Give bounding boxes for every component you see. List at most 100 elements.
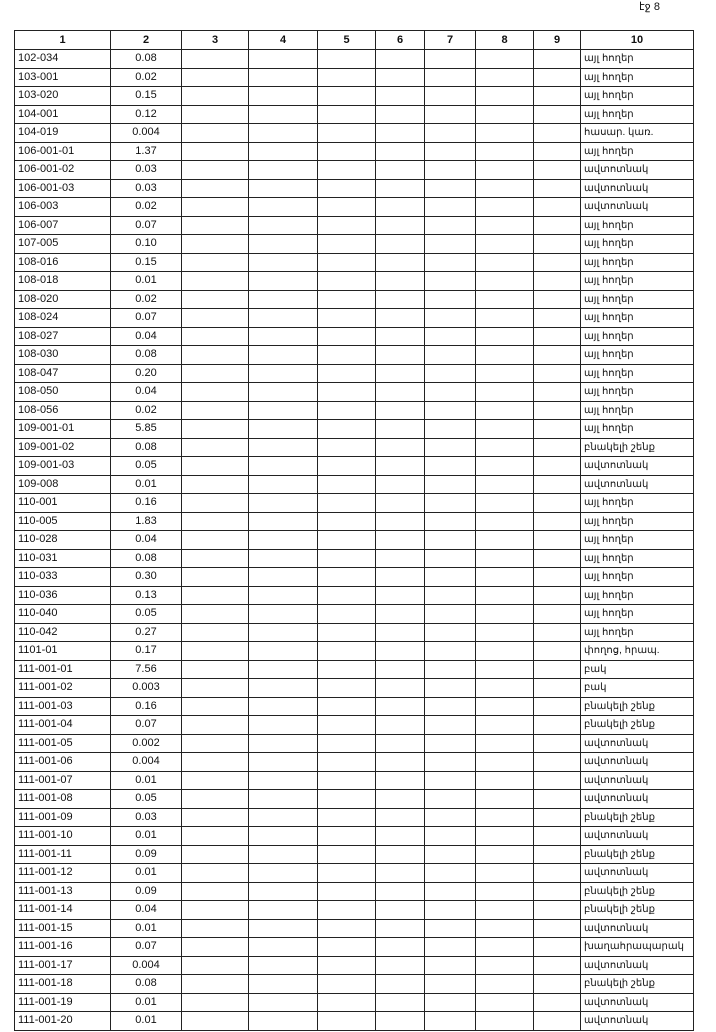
empty-cell bbox=[475, 382, 534, 402]
empty-cell bbox=[533, 622, 581, 642]
empty-cell bbox=[248, 548, 318, 568]
parcel-code: 111-001-02 bbox=[14, 678, 111, 698]
land-use: բնակելի շենք bbox=[580, 696, 694, 716]
empty-cell bbox=[248, 807, 318, 827]
empty-cell bbox=[424, 918, 476, 938]
area: 7.56 bbox=[110, 659, 182, 679]
empty-cell bbox=[181, 123, 249, 143]
empty-cell bbox=[317, 918, 376, 938]
empty-cell bbox=[375, 715, 425, 735]
area: 0.13 bbox=[110, 585, 182, 605]
empty-cell bbox=[248, 585, 318, 605]
empty-cell bbox=[375, 678, 425, 698]
empty-cell bbox=[533, 548, 581, 568]
empty-cell bbox=[248, 178, 318, 198]
empty-cell bbox=[248, 696, 318, 716]
empty-cell bbox=[317, 900, 376, 920]
empty-cell bbox=[317, 1011, 376, 1031]
empty-cell bbox=[475, 456, 534, 476]
empty-cell bbox=[375, 733, 425, 753]
empty-cell bbox=[475, 715, 534, 735]
empty-cell bbox=[424, 400, 476, 420]
empty-cell bbox=[317, 419, 376, 439]
empty-cell bbox=[475, 696, 534, 716]
parcel-code: 110-042 bbox=[14, 622, 111, 642]
land-use: այլ հողեր bbox=[580, 308, 694, 328]
table-row: 103-001 0.02 այլ հողեր bbox=[14, 67, 694, 87]
empty-cell bbox=[375, 511, 425, 531]
empty-cell bbox=[248, 641, 318, 661]
empty-cell bbox=[248, 881, 318, 901]
area: 0.01 bbox=[110, 1011, 182, 1031]
parcel-code: 110-036 bbox=[14, 585, 111, 605]
table-row: 108-024 0.07 այլ հողեր bbox=[14, 308, 694, 328]
empty-cell bbox=[424, 382, 476, 402]
table-row: 111-001-15 0.01 ավտոտնակ bbox=[14, 918, 694, 938]
empty-cell bbox=[475, 234, 534, 254]
empty-cell bbox=[181, 493, 249, 513]
empty-cell bbox=[248, 67, 318, 87]
land-use: այլ հողեր bbox=[580, 622, 694, 642]
empty-cell bbox=[181, 900, 249, 920]
empty-cell bbox=[317, 770, 376, 790]
column-header: 8 bbox=[475, 30, 534, 50]
table-row: 106-001-02 0.03 ավտոտնակ bbox=[14, 160, 694, 180]
parcel-code: 111-001-07 bbox=[14, 770, 111, 790]
area: 0.07 bbox=[110, 715, 182, 735]
empty-cell bbox=[375, 955, 425, 975]
empty-cell bbox=[475, 789, 534, 809]
area: 0.002 bbox=[110, 733, 182, 753]
empty-cell bbox=[181, 881, 249, 901]
parcel-code: 106-001-03 bbox=[14, 178, 111, 198]
empty-cell bbox=[181, 308, 249, 328]
empty-cell bbox=[424, 419, 476, 439]
parcel-code: 104-019 bbox=[14, 123, 111, 143]
empty-cell bbox=[475, 659, 534, 679]
empty-cell bbox=[375, 123, 425, 143]
empty-cell bbox=[317, 715, 376, 735]
empty-cell bbox=[533, 1011, 581, 1031]
table-row: 111-001-19 0.01 ավտոտնակ bbox=[14, 992, 694, 1012]
table-row: 110-036 0.13 այլ հողեր bbox=[14, 585, 694, 605]
empty-cell bbox=[248, 659, 318, 679]
empty-cell bbox=[181, 215, 249, 235]
area: 0.02 bbox=[110, 67, 182, 87]
land-use: այլ հողեր bbox=[580, 289, 694, 309]
empty-cell bbox=[375, 789, 425, 809]
empty-cell bbox=[317, 678, 376, 698]
empty-cell bbox=[424, 807, 476, 827]
empty-cell bbox=[248, 104, 318, 124]
empty-cell bbox=[375, 974, 425, 994]
empty-cell bbox=[375, 289, 425, 309]
table-row: 111-001-04 0.07 բնակելի շենք bbox=[14, 715, 694, 735]
empty-cell bbox=[533, 826, 581, 846]
empty-cell bbox=[475, 271, 534, 291]
empty-cell bbox=[181, 160, 249, 180]
area: 0.27 bbox=[110, 622, 182, 642]
empty-cell bbox=[248, 493, 318, 513]
area: 0.01 bbox=[110, 918, 182, 938]
empty-cell bbox=[317, 974, 376, 994]
empty-cell bbox=[475, 49, 534, 69]
empty-cell bbox=[533, 678, 581, 698]
empty-cell bbox=[317, 641, 376, 661]
empty-cell bbox=[533, 844, 581, 864]
area: 0.07 bbox=[110, 215, 182, 235]
land-use: այլ հողեր bbox=[580, 104, 694, 124]
empty-cell bbox=[317, 789, 376, 809]
area: 0.16 bbox=[110, 696, 182, 716]
empty-cell bbox=[317, 567, 376, 587]
empty-cell bbox=[533, 252, 581, 272]
empty-cell bbox=[248, 234, 318, 254]
land-use: այլ հողեր bbox=[580, 67, 694, 87]
empty-cell bbox=[248, 86, 318, 106]
empty-cell bbox=[317, 234, 376, 254]
empty-cell bbox=[533, 345, 581, 365]
empty-cell bbox=[533, 197, 581, 217]
empty-cell bbox=[375, 659, 425, 679]
parcel-code: 103-001 bbox=[14, 67, 111, 87]
parcel-code: 111-001-03 bbox=[14, 696, 111, 716]
land-use: այլ հողեր bbox=[580, 567, 694, 587]
empty-cell bbox=[375, 234, 425, 254]
empty-cell bbox=[181, 641, 249, 661]
